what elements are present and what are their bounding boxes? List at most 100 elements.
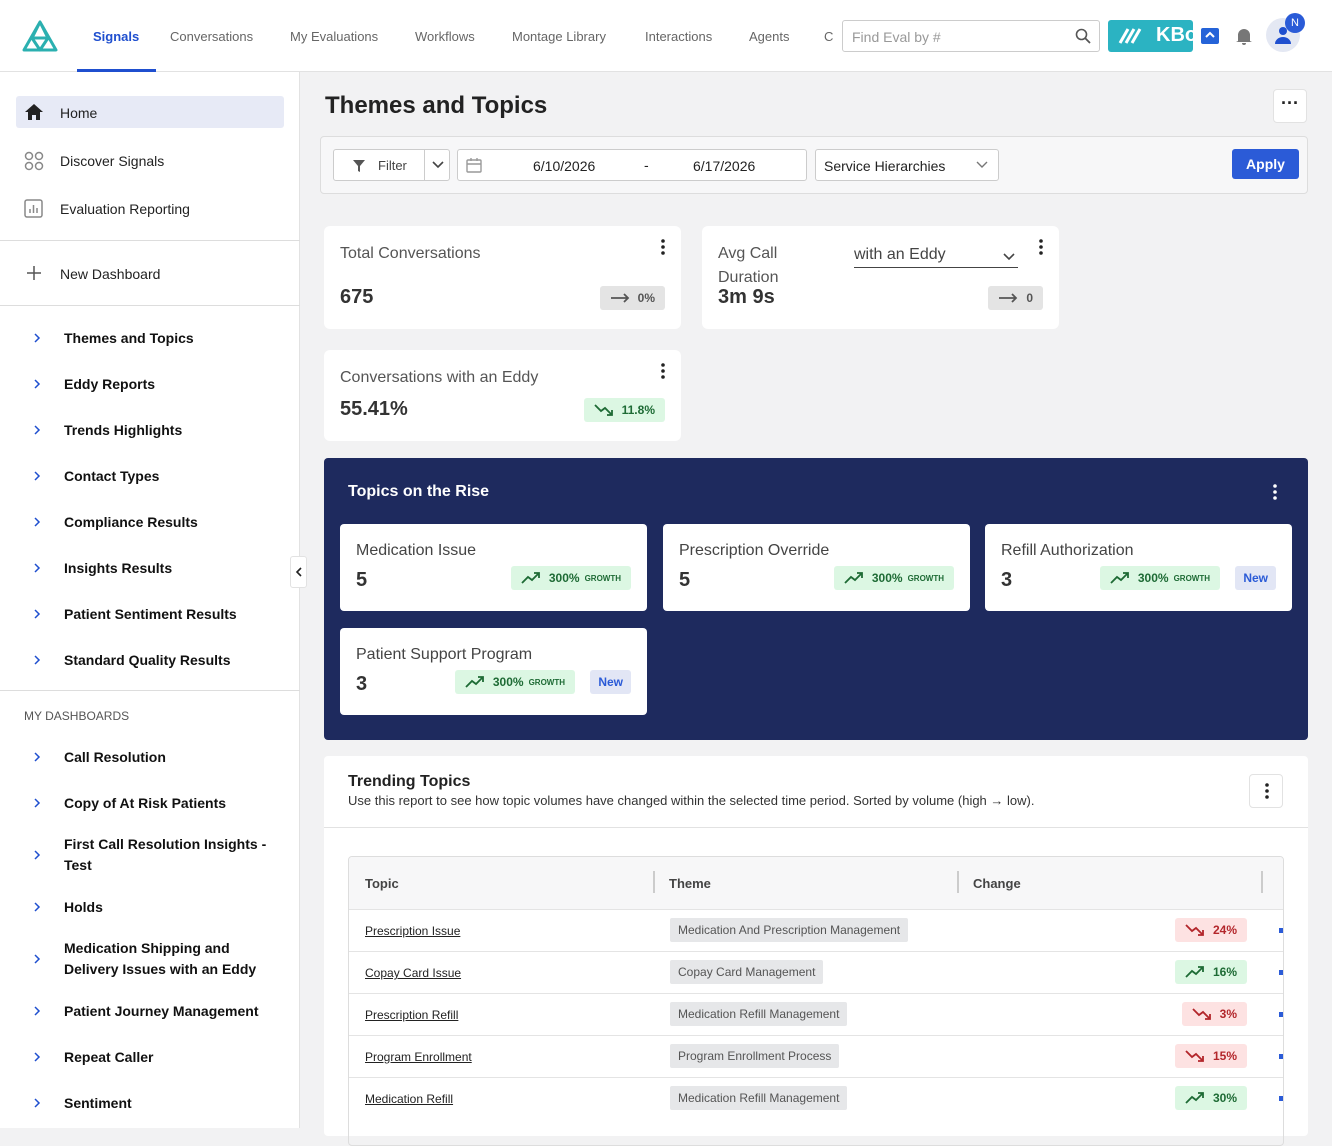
home-highlight bbox=[16, 96, 284, 128]
sidebar-item[interactable]: Discover Signals bbox=[60, 153, 165, 169]
dot bbox=[661, 239, 665, 243]
menu-dots[interactable] bbox=[1039, 238, 1043, 256]
dot bbox=[661, 369, 665, 373]
partial-marker bbox=[1279, 1096, 1283, 1101]
partial-marker bbox=[1279, 1054, 1283, 1059]
filter-button[interactable]: Filter bbox=[333, 149, 450, 181]
trending-table: Topic Theme Change Prescription Issue Medica… bbox=[348, 856, 1284, 1146]
nav-tab[interactable]: C bbox=[824, 29, 834, 44]
brand-icon bbox=[1118, 28, 1142, 44]
nav-tab[interactable]: Conversations bbox=[170, 29, 254, 44]
new-badge: New bbox=[590, 670, 631, 694]
topic-link[interactable]: Medication Refill bbox=[365, 1092, 454, 1106]
chevron-path bbox=[34, 1006, 41, 1016]
trend-icon bbox=[1192, 1008, 1211, 1020]
theme-tag: Medication And Prescription Management bbox=[670, 918, 909, 942]
hierarchy-select[interactable]: Service Hierarchies bbox=[815, 149, 999, 181]
more-button[interactable] bbox=[1249, 774, 1283, 808]
date-range[interactable]: 6/10/2026 - 6/17/2026 bbox=[457, 149, 807, 181]
growth-value: 300% bbox=[548, 571, 580, 585]
menu-dots[interactable] bbox=[1273, 483, 1277, 501]
growth-label: GROWTH bbox=[1173, 573, 1210, 583]
apply-button[interactable]: Apply bbox=[1232, 149, 1299, 179]
nav-tab[interactable]: Workflows bbox=[415, 29, 475, 44]
dashboard-link[interactable]: Repeat Caller bbox=[64, 1049, 154, 1065]
chevron-right bbox=[34, 563, 41, 573]
growth-label: GROWTH bbox=[584, 573, 621, 583]
trend-icon bbox=[593, 404, 613, 416]
table-row: Prescription Issue Medication And Prescri… bbox=[349, 909, 1283, 951]
search-box[interactable]: Find Eval by # bbox=[842, 20, 1100, 52]
nav-tab[interactable]: Signals bbox=[93, 29, 140, 44]
theme-tag: Program Enrollment Process bbox=[670, 1044, 840, 1068]
rise-panel: Topics on the Rise Medication Issue 5 300%… bbox=[324, 458, 1308, 740]
new-badge: New bbox=[1235, 566, 1276, 590]
dashboard-link[interactable]: Patient Journey Management bbox=[64, 1003, 259, 1019]
inbox-icon[interactable] bbox=[1200, 26, 1220, 46]
collapse-button[interactable] bbox=[290, 556, 307, 588]
bell-icon[interactable] bbox=[1234, 26, 1254, 46]
nav-tab[interactable]: My Evaluations bbox=[290, 29, 379, 44]
dashboard-link[interactable]: First Call Resolution Insights - Test bbox=[64, 836, 267, 873]
dashboard-link[interactable]: Call Resolution bbox=[64, 749, 166, 765]
chevron-right bbox=[34, 379, 41, 389]
dashboard-link[interactable]: Medication Shipping and Delivery Issues … bbox=[64, 940, 257, 977]
growth-pill: 300% GROWTH bbox=[510, 566, 631, 590]
change-value: 0 bbox=[1026, 291, 1033, 305]
column-separator bbox=[653, 871, 655, 893]
growth-value: 300% bbox=[871, 571, 903, 585]
report-link[interactable]: Insights Results bbox=[64, 560, 173, 576]
more-button[interactable]: ··· bbox=[1273, 89, 1307, 123]
rise-card: Refill Authorization 3 New 300% GROWTH bbox=[985, 524, 1292, 611]
report-link[interactable]: Compliance Results bbox=[64, 514, 198, 530]
report-link[interactable]: Patient Sentiment Results bbox=[64, 606, 237, 622]
growth-value: 300% bbox=[1137, 571, 1169, 585]
chevron-path bbox=[34, 798, 41, 808]
dashboard-link[interactable]: Sentiment bbox=[64, 1095, 132, 1111]
brand-badge[interactable]: KBo bbox=[1108, 20, 1197, 52]
avatar[interactable]: N bbox=[1266, 13, 1305, 52]
kpi-selector[interactable]: with an Eddy bbox=[854, 246, 1018, 268]
dot bbox=[1039, 239, 1043, 243]
start-date: 6/10/2026 bbox=[533, 158, 596, 174]
topic-link[interactable]: Prescription Refill bbox=[365, 1008, 459, 1022]
trending-subtitle: Use this report to see how topic volumes… bbox=[348, 793, 1035, 808]
change-value: 24% bbox=[1212, 923, 1237, 937]
menu-dots[interactable] bbox=[661, 238, 665, 256]
report-link[interactable]: Themes and Topics bbox=[64, 330, 194, 346]
report-link[interactable]: Standard Quality Results bbox=[64, 652, 231, 668]
menu-dots[interactable] bbox=[661, 362, 665, 380]
topic-link[interactable]: Program Enrollment bbox=[365, 1050, 472, 1064]
trend-icon bbox=[521, 572, 540, 584]
topic-link[interactable]: Prescription Issue bbox=[365, 924, 461, 938]
logo[interactable] bbox=[22, 20, 58, 52]
chevron-right bbox=[34, 333, 41, 343]
nav-tab[interactable]: Interactions bbox=[645, 29, 713, 44]
collapse-icon bbox=[295, 567, 302, 577]
rise-card: Patient Support Program 3 New 300% GROWTH bbox=[340, 628, 647, 715]
topic-link[interactable]: Copay Card Issue bbox=[365, 966, 462, 980]
report-link[interactable]: Eddy Reports bbox=[64, 376, 156, 392]
chevron-right bbox=[34, 425, 41, 435]
new-dashboard[interactable]: New Dashboard bbox=[60, 266, 161, 282]
dot bbox=[1039, 245, 1043, 249]
discover-icon bbox=[24, 151, 44, 171]
change-pill: 16% bbox=[1174, 960, 1247, 984]
nav-tab[interactable]: Agents bbox=[749, 29, 790, 44]
table-row: Copay Card Issue Copay Card Management 16% bbox=[349, 951, 1283, 993]
report-link[interactable]: Contact Types bbox=[64, 468, 160, 484]
topic-count: 3 bbox=[356, 673, 368, 695]
sidebar-item[interactable]: Home bbox=[60, 105, 98, 121]
dashboard-link[interactable]: Copy of At Risk Patients bbox=[64, 795, 227, 811]
dashboard-link[interactable]: Holds bbox=[64, 899, 103, 915]
column-separator bbox=[1261, 871, 1263, 893]
chevron-path bbox=[34, 655, 41, 665]
column-header: Topic bbox=[365, 876, 399, 891]
kpi-title: Avg Call Duration bbox=[718, 245, 779, 286]
kpi-card: Conversations with an Eddy 55.41% 11.8% bbox=[324, 350, 681, 441]
home-icon bbox=[25, 104, 43, 120]
nav-tab[interactable]: Montage Library bbox=[512, 29, 606, 44]
sidebar-item[interactable]: Evaluation Reporting bbox=[60, 201, 190, 217]
chevron-right bbox=[34, 471, 41, 481]
report-link[interactable]: Trends Highlights bbox=[64, 422, 183, 438]
